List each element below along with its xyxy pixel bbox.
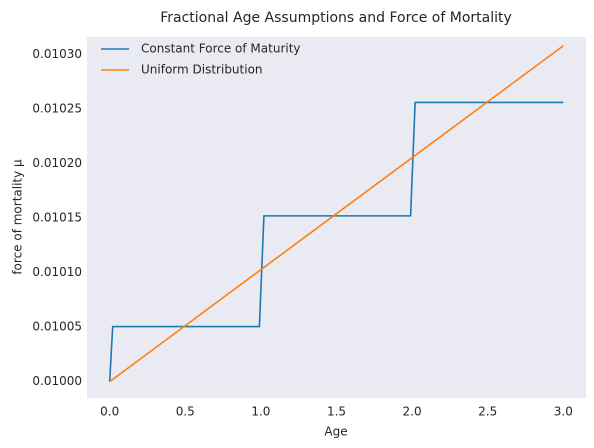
x-tick-label: 0.5 <box>176 405 195 419</box>
line-series <box>108 101 564 382</box>
y-tick-label: 0.01030 <box>32 47 82 61</box>
legend-label: Uniform Distribution <box>141 63 263 77</box>
y-tick-label: 0.01010 <box>32 265 82 279</box>
y-tick-label: 0.01015 <box>32 211 82 225</box>
y-tick-label: 0.01005 <box>32 320 82 334</box>
x-tick-label: 1.0 <box>251 405 270 419</box>
y-tick-label: 0.01025 <box>32 101 82 115</box>
x-tick-label: 2.0 <box>403 405 422 419</box>
x-tick-label: 2.5 <box>478 405 497 419</box>
line-series <box>109 45 564 383</box>
x-tick-label: 0.0 <box>100 405 119 419</box>
x-tick-label: 3.0 <box>554 405 573 419</box>
y-tick-label: 0.01000 <box>32 374 82 388</box>
y-tick-label: 0.01020 <box>32 156 82 170</box>
chart-title: Fractional Age Assumptions and Force of … <box>160 10 512 26</box>
legend-label: Constant Force of Maturity <box>141 42 301 56</box>
x-axis-label: Age <box>324 425 347 439</box>
y-axis-label: force of mortality μ <box>11 159 25 275</box>
x-tick-label: 1.5 <box>327 405 346 419</box>
